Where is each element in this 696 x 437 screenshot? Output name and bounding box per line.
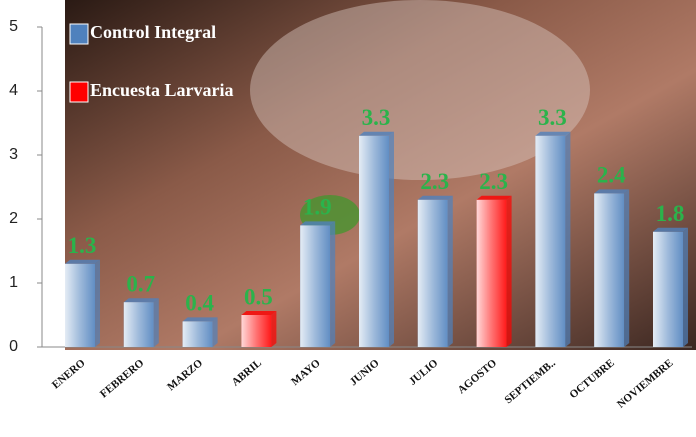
x-tick-label: AGOSTO xyxy=(456,357,500,397)
bar xyxy=(417,195,453,347)
bar-shine xyxy=(417,199,448,347)
bar xyxy=(182,317,218,347)
data-label: 2.3 xyxy=(420,169,449,194)
bar-shine xyxy=(535,135,566,347)
legend-swatch xyxy=(69,81,89,103)
bar xyxy=(476,195,512,347)
x-tick-label: JUNIO xyxy=(348,357,382,388)
y-tick-label: 2 xyxy=(9,210,18,227)
bar-top xyxy=(182,317,218,322)
x-tick-label: JULIO xyxy=(407,357,441,388)
bar xyxy=(535,131,571,347)
bar-side xyxy=(506,195,512,347)
bar-side xyxy=(330,221,336,347)
data-label: 0.7 xyxy=(126,271,155,296)
y-tick-label: 5 xyxy=(9,18,18,35)
bar-side xyxy=(271,311,277,347)
x-tick-label: ENERO xyxy=(50,357,88,392)
data-label: 3.3 xyxy=(538,105,567,130)
bar-top xyxy=(65,259,100,264)
bar-top xyxy=(241,311,277,315)
bar-shine xyxy=(182,321,213,347)
data-label: 2.4 xyxy=(597,163,626,188)
bar-top xyxy=(535,131,571,136)
bar xyxy=(594,189,630,347)
bar-shine xyxy=(241,315,272,347)
x-tick-label: FEBRERO xyxy=(98,357,147,401)
bar xyxy=(65,259,100,347)
bar-top xyxy=(653,227,688,232)
bar-shine xyxy=(359,135,389,347)
y-tick-label: 0 xyxy=(9,338,18,355)
bar-side xyxy=(624,189,630,347)
bar xyxy=(300,221,336,347)
y-tick-label: 4 xyxy=(9,82,18,99)
data-label: 2.3 xyxy=(479,169,508,194)
x-tick-label: MARZO xyxy=(165,357,205,394)
data-label: 1.9 xyxy=(303,195,332,220)
x-tick-label: OCTUBRE xyxy=(567,357,616,401)
y-tick-label: 3 xyxy=(9,146,18,163)
data-label: 1.8 xyxy=(656,201,685,226)
bar-top xyxy=(359,131,394,136)
bar-shine xyxy=(123,302,154,347)
legend-label: Control Integral xyxy=(90,22,216,42)
x-tick-label: SEPTIEMB.. xyxy=(502,357,558,406)
bar-top xyxy=(594,189,630,194)
data-label: 1.3 xyxy=(68,233,97,258)
data-label: 3.3 xyxy=(362,105,391,130)
bar-side xyxy=(683,227,688,347)
x-tick-label: ABRIL xyxy=(230,357,264,389)
bar-shine xyxy=(65,263,95,347)
legend-swatch xyxy=(69,23,89,45)
bar-top xyxy=(476,195,512,200)
bar xyxy=(123,298,159,347)
y-tick-label: 1 xyxy=(9,274,18,291)
bar-shine xyxy=(300,225,331,347)
x-tick-label: MAYO xyxy=(289,357,323,388)
bar-side xyxy=(447,195,453,347)
bar xyxy=(359,131,394,347)
bar-side xyxy=(565,131,571,347)
bar-side xyxy=(153,298,159,347)
bar-top xyxy=(417,195,453,200)
legend-label: Encuesta Larvaria xyxy=(90,80,234,100)
background-photo-highlight xyxy=(250,0,590,180)
data-label: 0.4 xyxy=(185,291,214,316)
bar xyxy=(653,227,688,347)
x-tick-label: NOVIEMBRE xyxy=(615,357,676,411)
bar-shine xyxy=(476,199,507,347)
bar-side xyxy=(389,131,394,347)
bar-side xyxy=(212,317,218,347)
bar-top xyxy=(300,221,336,226)
bar-side xyxy=(95,259,100,347)
data-label: 0.5 xyxy=(244,284,273,309)
bar-shine xyxy=(653,231,683,347)
bar xyxy=(241,311,277,347)
bar-top xyxy=(123,298,159,303)
bar-shine xyxy=(594,193,625,347)
